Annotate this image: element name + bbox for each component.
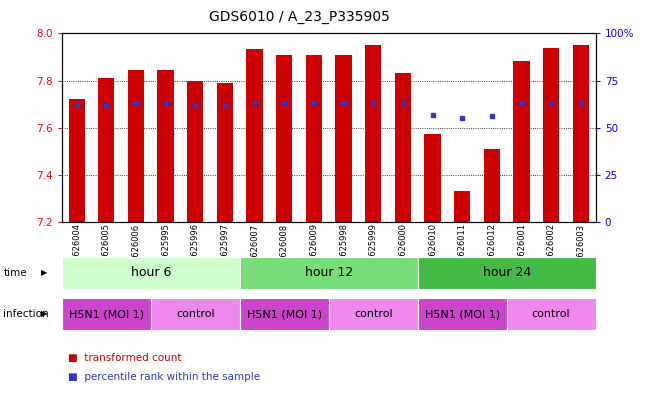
Text: H5N1 (MOI 1): H5N1 (MOI 1) (69, 309, 144, 319)
Bar (329, 298, 418, 330)
Text: time: time (3, 268, 27, 278)
Text: control: control (532, 309, 570, 319)
Bar (365, 45, 381, 222)
Bar (68, 99, 85, 222)
Text: infection: infection (3, 309, 49, 319)
Bar (151, 298, 240, 330)
Bar (395, 73, 411, 222)
Bar (418, 257, 596, 289)
Bar (98, 78, 115, 222)
Bar (543, 48, 559, 222)
Bar (506, 298, 596, 330)
Text: ■  percentile rank within the sample: ■ percentile rank within the sample (68, 372, 260, 382)
Bar (484, 149, 500, 222)
Bar (128, 70, 144, 222)
Bar (217, 83, 233, 222)
Text: hour 6: hour 6 (131, 266, 171, 279)
Text: control: control (354, 309, 393, 319)
Bar (62, 257, 240, 289)
Bar (424, 134, 441, 222)
Text: hour 12: hour 12 (305, 266, 353, 279)
Text: GDS6010 / A_23_P335905: GDS6010 / A_23_P335905 (209, 10, 390, 24)
Text: H5N1 (MOI 1): H5N1 (MOI 1) (247, 309, 322, 319)
Bar (306, 55, 322, 222)
Bar (240, 257, 418, 289)
Text: H5N1 (MOI 1): H5N1 (MOI 1) (424, 309, 500, 319)
Bar (418, 298, 506, 330)
Bar (454, 191, 471, 222)
Text: control: control (176, 309, 215, 319)
Bar (240, 298, 329, 330)
Text: ▶: ▶ (41, 268, 48, 277)
Bar (514, 61, 530, 222)
Text: hour 24: hour 24 (482, 266, 531, 279)
Bar (158, 70, 174, 222)
Bar (187, 81, 204, 222)
Bar (62, 298, 151, 330)
Text: ▶: ▶ (41, 310, 48, 318)
Bar (573, 45, 589, 222)
Text: ■  transformed count: ■ transformed count (68, 353, 182, 363)
Bar (335, 55, 352, 222)
Bar (247, 49, 263, 222)
Bar (276, 55, 292, 222)
